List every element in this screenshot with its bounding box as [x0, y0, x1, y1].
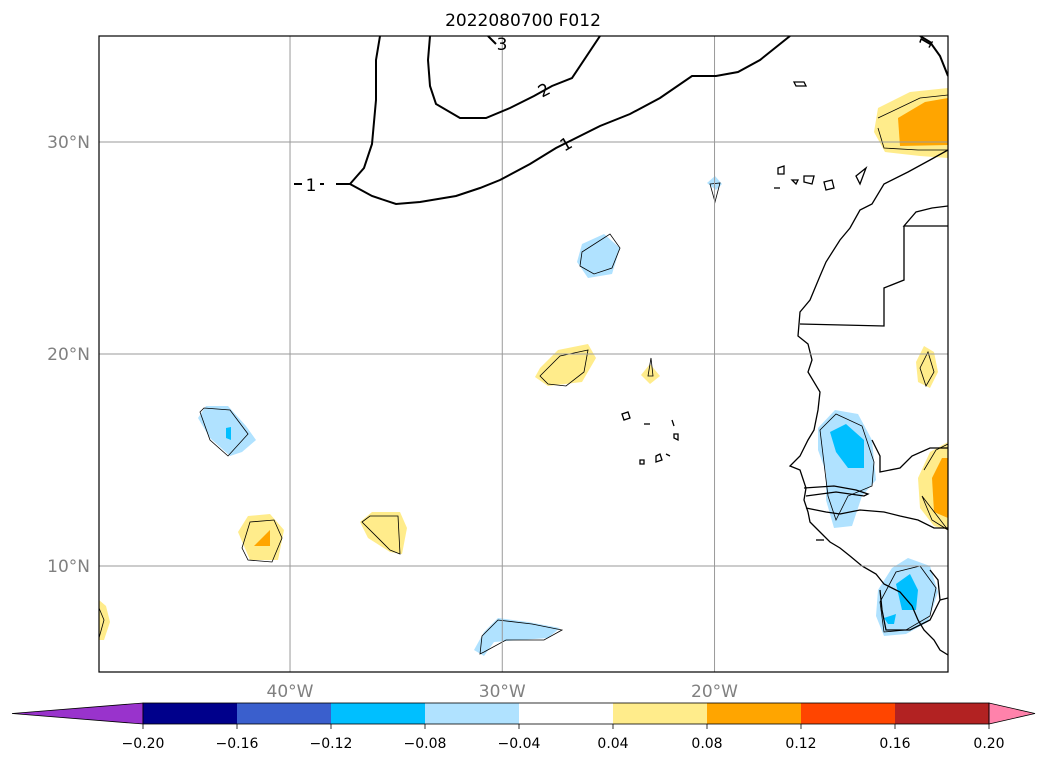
thin-contour-mauritania: [919, 350, 935, 387]
western-sahara-border: [799, 226, 905, 327]
filled-regions: [99, 88, 948, 656]
region-capeverde-north-positive: [641, 364, 660, 384]
lat-label-30n: 30°N: [47, 133, 90, 153]
region-mauritania-positive: [916, 346, 938, 388]
mali-border: [871, 439, 948, 473]
colorbar-tick-label-4: −0.04: [498, 736, 541, 752]
contour-level-1-west: [349, 36, 381, 185]
lat-axis-labels: 30°N 20°N 10°N: [47, 133, 90, 577]
sierra-leone-border: [939, 597, 948, 601]
region-west-positive-2: [360, 512, 407, 554]
thin-contour-west-positive-2: [361, 515, 401, 555]
morocco-border: [902, 205, 948, 227]
colorbar-extend-high: [988, 702, 1036, 725]
colorbar-tick-label-3: −0.08: [404, 736, 447, 752]
island-fuerteventura: [855, 166, 868, 186]
colorbar-box-3: [425, 703, 519, 724]
colorbar-box-1: [237, 703, 331, 724]
lon-label-30w: 30°W: [479, 682, 526, 702]
gridlines: [99, 36, 948, 672]
thin-contour-senegal: [819, 413, 875, 522]
contour-level-1-northeast: [919, 36, 948, 77]
island-fogo: [639, 459, 645, 465]
region-canary-coast-core: [898, 98, 948, 146]
lon-axis-labels: 40°W 30°W 20°W: [267, 682, 739, 702]
island-sal: [671, 419, 675, 427]
region-guinea-negative-core: [896, 574, 918, 610]
island-santiago: [655, 453, 663, 463]
colorbar-tick-label-0: −0.20: [122, 736, 165, 752]
thin-contour-mali: [921, 443, 948, 531]
region-guinea-negative-core-2: [884, 614, 896, 624]
region-mali-positive-core: [932, 458, 948, 518]
map-area: 1 1 2 3 1: [99, 35, 948, 672]
thin-contour-guinea: [879, 565, 937, 633]
colorbar-box-5: [613, 703, 707, 724]
lon-label-40w: 40°W: [267, 682, 314, 702]
colorbar-tick-label-7: 0.12: [785, 736, 816, 752]
island-gran-canaria: [823, 179, 835, 191]
colorbar-box-8: [895, 703, 989, 724]
lat-label-20n: 20°N: [47, 345, 90, 365]
islands: [621, 81, 868, 541]
colorbar: −0.20 −0.16 −0.12 −0.08 −0.04 0.04 0.08 0.12 0.1…: [11, 702, 1036, 752]
gambia-border: [803, 485, 870, 497]
colorbar-tick-label-6: 0.08: [691, 736, 722, 752]
contour-label-3: 3: [497, 35, 508, 55]
region-west-negative-core: [226, 427, 231, 440]
island-boa-vista: [673, 433, 679, 442]
colorbar-box-4: [519, 703, 613, 724]
colorbar-extend-low: [11, 702, 144, 725]
lon-label-20w: 20°W: [691, 682, 738, 702]
region-senegal-negative-core: [830, 424, 864, 468]
thin-contour-canary: [877, 94, 948, 151]
lat-label-10n: 10°N: [47, 557, 90, 577]
colorbar-tick-label-2: −0.12: [310, 736, 353, 752]
contour-level-3: [487, 36, 497, 45]
island-madeira: [792, 81, 808, 87]
colorbar-tick-label-9: 0.20: [973, 736, 1004, 752]
africa-coastline: [788, 149, 948, 656]
region-central-atlantic-negative: [577, 234, 620, 278]
region-south-negative: [474, 618, 560, 656]
colorbar-box-7: [801, 703, 895, 724]
contour-label-1-west-bg: [302, 176, 320, 194]
region-west-positive: [238, 514, 284, 560]
contour-label-1-west: 1: [306, 176, 317, 196]
colorbar-tick-label-8: 0.16: [879, 736, 910, 752]
region-edge-positive: [99, 600, 110, 640]
thin-contour-central-positive: [539, 349, 589, 387]
island-la-palma: [777, 165, 785, 175]
colorbar-tick-label-1: −0.16: [216, 736, 259, 752]
chart-title: 2022080700 F012: [445, 11, 601, 31]
map-frame: [98, 35, 949, 673]
island-gomera: [790, 179, 800, 186]
region-west-positive-core: [254, 530, 270, 546]
thin-contour-south-negative: [479, 619, 564, 655]
island-maio: [665, 453, 671, 457]
island-santo-antao: [621, 411, 631, 421]
guinea-border: [879, 569, 941, 631]
colorbar-tick-label-5: 0.04: [597, 736, 628, 752]
thin-contour-west-negative: [199, 407, 249, 457]
colorbar-box-6: [707, 703, 801, 724]
colorbar-box-2: [331, 703, 425, 724]
guinea-bissau-border: [805, 507, 948, 529]
thin-contours: [99, 94, 948, 655]
island-tenerife: [803, 175, 815, 185]
colorbar-box-0: [143, 703, 237, 724]
coastlines: [788, 149, 948, 656]
thin-contour-west-positive: [241, 519, 283, 563]
colorbar-frame: [142, 702, 990, 725]
thin-contour-capeverde-north: [647, 357, 654, 377]
thin-contour-edge: [99, 607, 105, 639]
contour-level-2: [426, 36, 601, 119]
thin-contour-central-negative: [579, 233, 621, 275]
